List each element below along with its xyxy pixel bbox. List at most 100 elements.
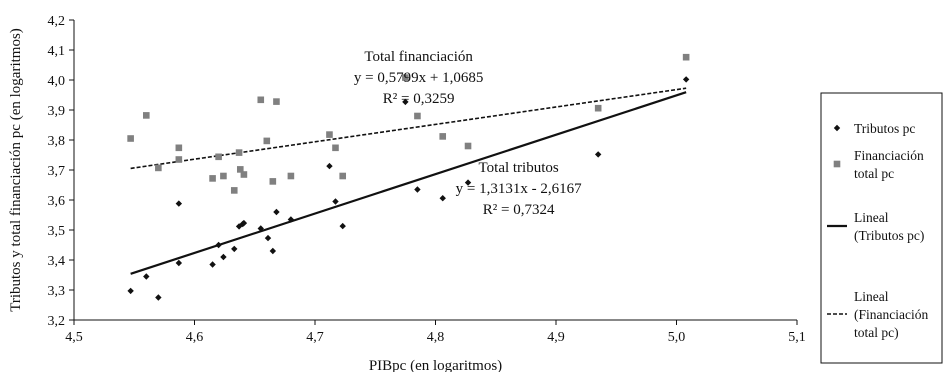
axes: 3,2 3,3 3,4 3,5 3,6 3,7 3,8 3,9 4,0 4,1 4,2 4,5 4,6 4… bbox=[8, 14, 806, 372]
tributos-point bbox=[332, 198, 339, 205]
tributos-point bbox=[127, 287, 134, 295]
annotation-tributos: Total tributos y = 1,3131x - 2,6167 R² = 0… bbox=[456, 160, 582, 218]
financiacion-point bbox=[269, 178, 277, 185]
legend-line: Tributos pc bbox=[854, 121, 915, 136]
financiacion-point bbox=[155, 164, 162, 172]
financiacion-point bbox=[682, 53, 690, 61]
x-tick-label: 4,6 bbox=[186, 330, 204, 345]
data-points bbox=[127, 53, 690, 301]
financiacion-point bbox=[127, 135, 134, 142]
financiacion-point bbox=[414, 112, 421, 120]
y-tick-label: 3,4 bbox=[48, 254, 66, 269]
financiacion-point bbox=[594, 104, 602, 112]
tributos-point bbox=[339, 222, 346, 230]
tributos-point bbox=[326, 162, 333, 170]
annotations: Total financiación y = 0,5799x + 1,0685 R²… bbox=[354, 49, 582, 218]
legend-entry-text: Tributos pc bbox=[854, 121, 915, 136]
financiacion-point bbox=[464, 142, 472, 150]
tributos-point bbox=[215, 241, 222, 249]
tributos-point bbox=[264, 234, 272, 242]
financiacion-point bbox=[209, 175, 216, 182]
y-tick-label: 3,8 bbox=[48, 134, 66, 149]
annotation-line: Total tributos bbox=[479, 160, 559, 176]
financiacion-point bbox=[287, 172, 295, 180]
financiacion-point bbox=[273, 98, 280, 105]
y-tick-label: 3,5 bbox=[48, 224, 66, 239]
tributos-point bbox=[231, 245, 238, 253]
tributos-point bbox=[220, 253, 227, 261]
financiacion-point bbox=[257, 96, 265, 104]
tributos-point bbox=[175, 259, 183, 267]
legend-entry-text: Lineal (Financiación total pc) bbox=[854, 289, 928, 340]
financiacion-point bbox=[230, 187, 238, 194]
legend-diamond-marker bbox=[833, 124, 841, 132]
x-tick-label: 5,1 bbox=[788, 330, 806, 345]
annotation-line: R² = 0,3259 bbox=[383, 91, 455, 107]
legend-line: (Financiación bbox=[854, 307, 928, 322]
y-tick-label: 4,1 bbox=[48, 44, 66, 59]
tributos-point bbox=[155, 294, 162, 301]
x-tick-label: 4,7 bbox=[306, 330, 324, 345]
tributos-point bbox=[273, 208, 280, 216]
tributos-point bbox=[209, 261, 216, 268]
annotation-financiacion: Total financiación y = 0,5799x + 1,0685 R²… bbox=[354, 49, 483, 107]
annotation-line: y = 0,5799x + 1,0685 bbox=[354, 70, 483, 86]
financiacion-point bbox=[175, 156, 183, 163]
financiacion-point bbox=[240, 171, 248, 178]
legend-line: Lineal bbox=[854, 210, 889, 225]
tributos-point bbox=[402, 98, 409, 106]
financiacion-point bbox=[332, 144, 339, 152]
annotation-line: R² = 0,7324 bbox=[483, 202, 555, 218]
y-tick-label: 4,0 bbox=[48, 74, 66, 89]
tributos-point bbox=[269, 247, 277, 255]
y-tick-label: 3,2 bbox=[48, 314, 66, 329]
trendlines bbox=[130, 87, 687, 275]
annotation-line: Total financiación bbox=[364, 49, 473, 65]
x-tick-label: 4,8 bbox=[427, 330, 445, 345]
y-tick-label: 3,7 bbox=[48, 164, 66, 179]
legend-line: total pc) bbox=[854, 325, 899, 340]
trendline-financiacion bbox=[130, 87, 687, 170]
financiacion-point bbox=[339, 172, 347, 180]
tributos-point bbox=[143, 273, 150, 280]
financiacion-point bbox=[439, 133, 447, 140]
tributos-point bbox=[414, 186, 421, 193]
legend-entry-text: Financiación total pc bbox=[854, 148, 924, 181]
financiacion-point bbox=[220, 172, 227, 180]
trendline-tributos bbox=[130, 91, 687, 275]
legend-entry-text: Lineal (Tributos pc) bbox=[854, 210, 924, 243]
financiacion-point bbox=[236, 166, 244, 173]
legend-line: total pc bbox=[854, 166, 894, 181]
legend-line: Financiación bbox=[854, 148, 924, 163]
legend-square-marker bbox=[833, 160, 841, 168]
tributos-point bbox=[682, 76, 690, 83]
y-tick-label: 3,9 bbox=[48, 104, 66, 119]
tributos-point bbox=[439, 195, 446, 202]
financiacion-point bbox=[326, 131, 333, 138]
annotation-line: y = 1,3131x - 2,6167 bbox=[456, 181, 582, 197]
y-tick-label: 4,2 bbox=[48, 14, 66, 29]
tributos-point bbox=[594, 151, 602, 158]
financiacion-point bbox=[175, 144, 183, 152]
x-tick-label: 4,5 bbox=[65, 330, 83, 345]
financiacion-point bbox=[263, 137, 271, 145]
financiacion-point bbox=[402, 74, 409, 81]
y-axis-title: Tributos y total financiación pc (en log… bbox=[8, 28, 24, 312]
financiacion-point bbox=[215, 153, 222, 161]
legend-line: Lineal bbox=[854, 289, 889, 304]
x-axis-title: PIBpc (en logaritmos) bbox=[369, 358, 502, 372]
tributos-point bbox=[287, 216, 295, 223]
x-tick-label: 4,9 bbox=[547, 330, 565, 345]
legend-line: (Tributos pc) bbox=[854, 228, 924, 243]
tributos-point bbox=[175, 200, 183, 207]
tributos-point bbox=[240, 219, 248, 227]
legend-box bbox=[820, 92, 943, 364]
legend: Tributos pc Financiación total pc Lineal (Tr… bbox=[820, 92, 943, 364]
financiacion-point bbox=[235, 149, 243, 156]
tributos-point bbox=[464, 179, 472, 186]
financiacion-point bbox=[143, 112, 150, 119]
x-tick-label: 5,0 bbox=[668, 330, 686, 345]
tributos-point bbox=[257, 225, 264, 232]
y-tick-label: 3,6 bbox=[48, 194, 66, 209]
